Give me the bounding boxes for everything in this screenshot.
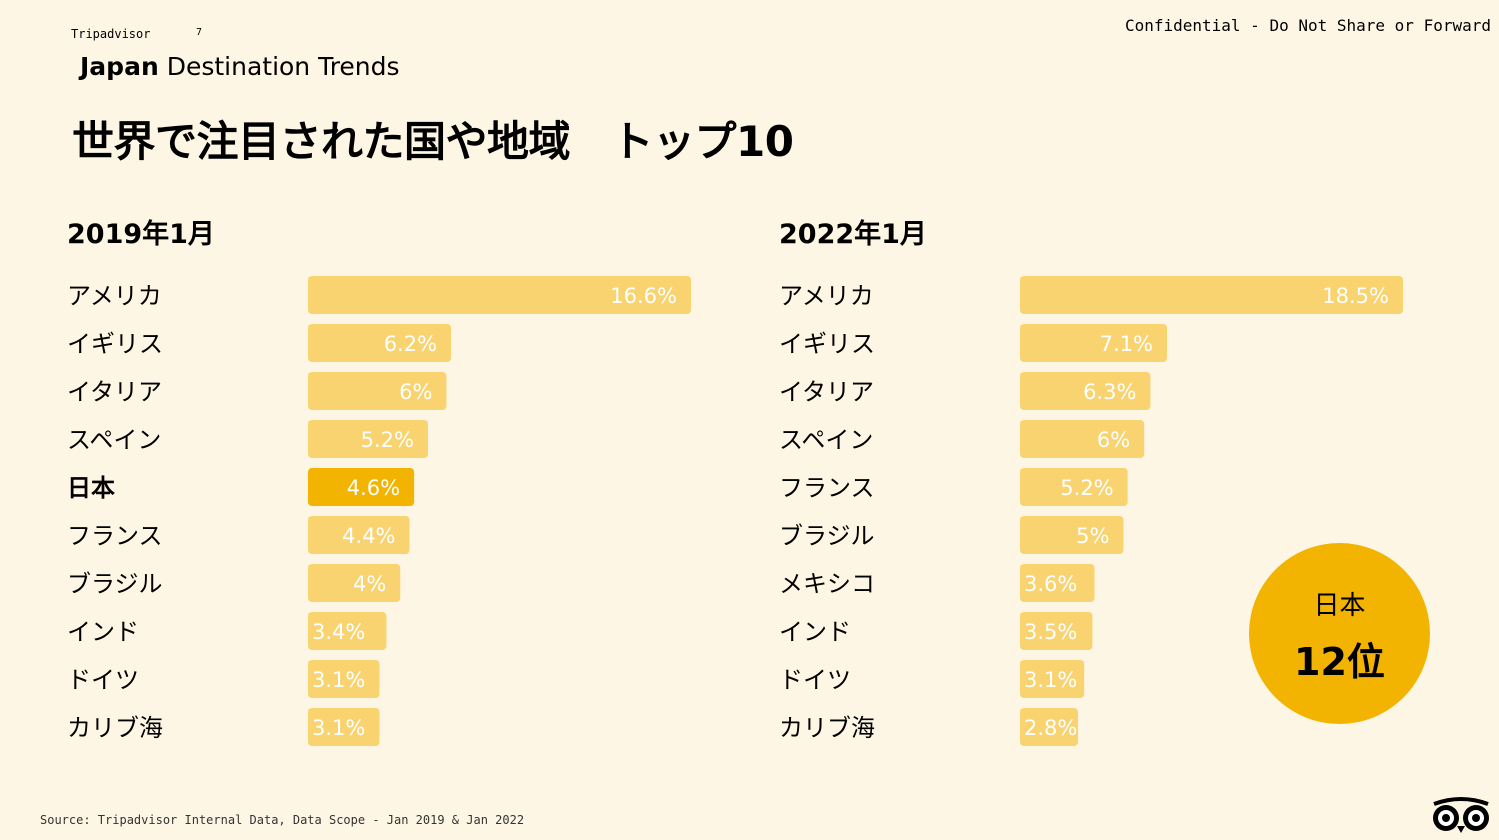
bar	[1020, 372, 1151, 410]
value-label: 6%	[1097, 428, 1130, 452]
value-label: 5.2%	[1060, 476, 1113, 500]
category-label: ドイツ	[779, 666, 851, 694]
bar	[308, 324, 452, 362]
value-label: 7.1%	[1100, 332, 1153, 356]
brand-name: Tripadvisor	[71, 27, 151, 41]
callout-rank: 12位	[1294, 640, 1385, 684]
tripadvisor-owl-icon	[1433, 797, 1489, 833]
deck-title-rest: Destination Trends	[158, 52, 400, 81]
bar	[308, 660, 380, 698]
value-label: 5.2%	[361, 428, 414, 452]
category-label: 日本	[67, 474, 115, 502]
value-label: 6%	[399, 380, 432, 404]
value-label: 2.8%	[1024, 716, 1077, 740]
category-label: インド	[779, 618, 851, 646]
chart-title-2019: 2019年1月	[67, 219, 215, 250]
category-label: アメリカ	[779, 282, 874, 310]
bar	[1020, 708, 1078, 746]
value-label: 4%	[353, 572, 386, 596]
confidential-notice: Confidential - Do Not Share or Forward	[1124, 16, 1491, 35]
value-label: 3.1%	[312, 716, 365, 740]
value-label: 6.3%	[1083, 380, 1136, 404]
deck-title-bold: Japan	[80, 52, 159, 81]
value-label: 3.5%	[1024, 620, 1077, 644]
page-title: 世界で注目された国や地域 トップ10	[72, 117, 794, 166]
bar-chart-0: アメリカ 16.6% イギリス 6.2% イタリア 6% スペイン 5.2% 日本 4.6% フラン…	[67, 276, 691, 746]
category-label: カリブ海	[67, 714, 163, 742]
value-label: 4.6%	[347, 476, 400, 500]
bar	[308, 564, 401, 602]
category-label: イギリス	[779, 330, 875, 358]
callout-country: 日本	[1313, 591, 1366, 621]
deck-title: Japan Destination Trends	[80, 52, 400, 81]
category-label: イタリア	[67, 378, 162, 406]
bar	[308, 276, 691, 314]
bar	[1020, 276, 1403, 314]
bar-chart-1: アメリカ 18.5% イギリス 7.1% イタリア 6.3% スペイン 6% フランス 5.2% ブ…	[779, 276, 1403, 746]
value-label: 6.2%	[384, 332, 437, 356]
chart-title-2022: 2022年1月	[779, 219, 927, 250]
value-label: 3.1%	[1024, 668, 1077, 692]
value-label: 5%	[1076, 524, 1109, 548]
bar	[308, 372, 447, 410]
bar	[308, 420, 428, 458]
bar	[308, 516, 410, 554]
value-label: 3.4%	[312, 620, 365, 644]
category-label: イギリス	[67, 330, 163, 358]
bar	[308, 468, 415, 506]
bar	[1020, 468, 1128, 506]
bar	[308, 612, 387, 650]
category-label: アメリカ	[67, 282, 162, 310]
category-label: ブラジル	[779, 522, 875, 550]
category-label: カリブ海	[779, 714, 875, 742]
bar	[1020, 564, 1095, 602]
value-label: 3.1%	[312, 668, 365, 692]
value-label: 4.4%	[342, 524, 395, 548]
value-label: 18.5%	[1322, 284, 1389, 308]
source-note: Source: Tripadvisor Internal Data, Data …	[40, 813, 525, 827]
category-label: メキシコ	[779, 570, 875, 598]
bar	[1020, 420, 1145, 458]
bar	[1020, 516, 1124, 554]
category-label: ブラジル	[67, 570, 163, 598]
value-label: 16.6%	[610, 284, 677, 308]
page-number: 7	[196, 27, 203, 38]
bar	[308, 708, 380, 746]
category-label: フランス	[779, 474, 875, 502]
category-label: フランス	[67, 522, 163, 550]
japan-rank-callout: 日本 12位	[1249, 543, 1430, 724]
bar	[1020, 612, 1093, 650]
category-label: イタリア	[779, 378, 874, 406]
category-label: スペイン	[779, 426, 873, 454]
category-label: インド	[67, 618, 139, 646]
bar	[1020, 324, 1167, 362]
category-label: ドイツ	[67, 666, 139, 694]
bar	[1020, 660, 1085, 698]
value-label: 3.6%	[1024, 572, 1077, 596]
category-label: スペイン	[67, 426, 161, 454]
